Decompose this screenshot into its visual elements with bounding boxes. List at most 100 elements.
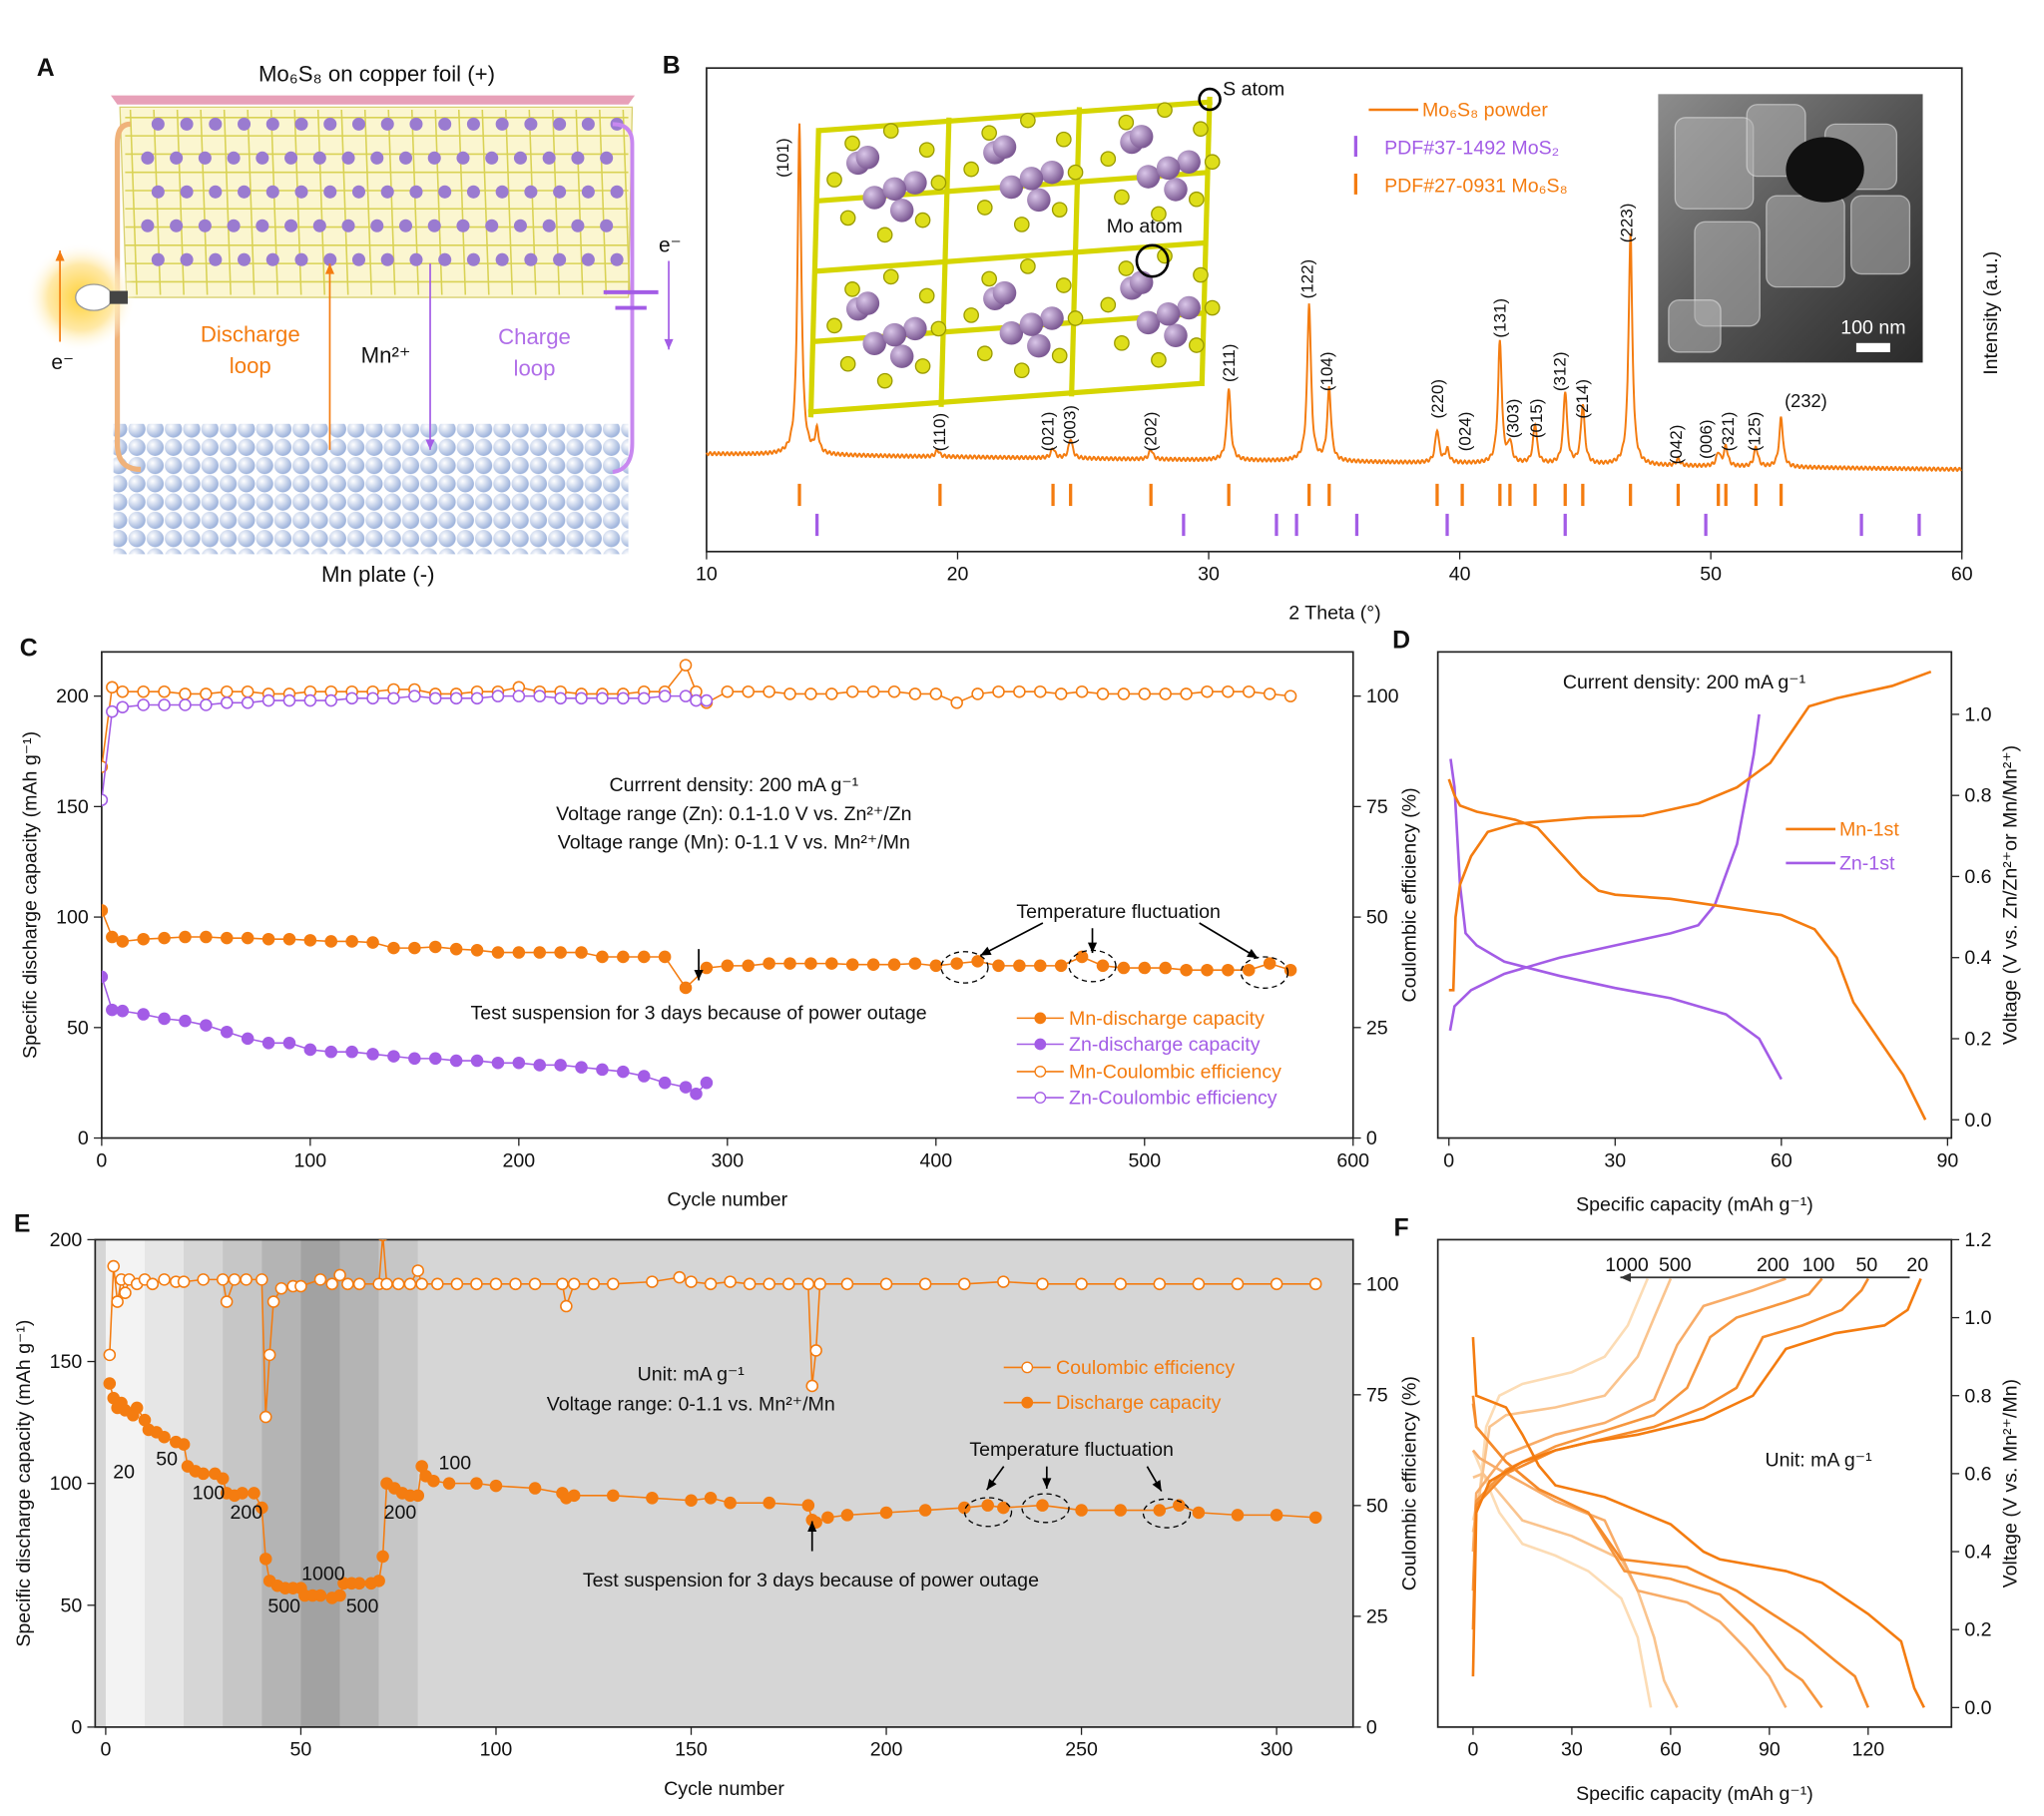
rate-label: 500 — [267, 1595, 300, 1617]
data-point — [840, 1509, 854, 1522]
sem-image-inset — [1658, 94, 1923, 363]
data-point — [220, 931, 234, 945]
mo-atom — [456, 151, 470, 165]
data-point — [241, 1032, 255, 1046]
mo-atom — [409, 252, 423, 266]
y-tick-label: 1.0 — [1964, 703, 1991, 725]
y-tick-label: 0.2 — [1964, 1619, 1991, 1641]
legend-marker — [1034, 1012, 1047, 1025]
data-point — [352, 1277, 366, 1291]
data-point — [179, 687, 192, 700]
charge-loop-label: Charge — [498, 324, 571, 349]
fluctuation-circle — [963, 1497, 1013, 1528]
mo-atom — [889, 199, 914, 223]
data-point — [700, 693, 714, 707]
data-point — [116, 684, 130, 698]
data-point — [929, 687, 943, 700]
y-tick-label: 0.4 — [1964, 947, 1991, 969]
mo-atom — [903, 316, 927, 341]
data-point — [256, 1273, 268, 1286]
data-point — [533, 1059, 547, 1072]
mn-plate — [113, 423, 629, 555]
data-point — [908, 957, 922, 970]
data-point — [449, 691, 463, 705]
discharge-curve — [1471, 1449, 1653, 1708]
mo-atom — [238, 117, 252, 131]
s-atom — [876, 372, 893, 389]
fluctuation-circle — [1021, 1493, 1070, 1524]
mo-atom — [600, 219, 614, 232]
data-point — [1096, 959, 1110, 973]
data-point — [380, 1277, 393, 1291]
data-point — [1013, 684, 1026, 698]
light-bulb-icon — [75, 283, 113, 311]
s-atom — [918, 142, 935, 158]
legend-marker — [1021, 1396, 1034, 1409]
data-point — [992, 959, 1005, 973]
data-point — [333, 1268, 346, 1282]
panel-d-voltage-profile-chart: 0 30 60 90 0.0 0.2 0.4 0.6 0.8 1.0 Specific capaci… — [1392, 627, 2021, 1215]
plot-frame — [706, 67, 1963, 553]
data-point — [617, 691, 630, 705]
data-point — [1270, 1277, 1283, 1291]
data-point — [554, 946, 567, 959]
bond — [807, 380, 1203, 415]
legend-marker — [1034, 1066, 1047, 1078]
s-atom — [1151, 351, 1167, 368]
bond — [812, 239, 1208, 274]
y-tick-label: 100 — [56, 907, 89, 929]
peak-label: (232) — [1785, 390, 1827, 411]
data-point — [825, 957, 838, 970]
s-atom — [1013, 362, 1030, 379]
data-point — [1054, 687, 1068, 700]
mo-atom — [1177, 150, 1201, 174]
data-point — [333, 1589, 346, 1602]
data-point — [685, 1275, 698, 1288]
scale-bar — [1855, 342, 1890, 352]
s-atom — [1114, 189, 1130, 206]
mo-atom — [380, 252, 394, 266]
mo-atom — [1156, 301, 1181, 326]
peak-label: (006) — [1697, 419, 1716, 459]
data-point — [704, 1492, 718, 1505]
data-point — [992, 684, 1005, 698]
data-point — [387, 1050, 400, 1063]
s-atom — [976, 345, 993, 362]
annotation-current-density: Currrent density: 200 mA g⁻¹ — [609, 774, 858, 796]
data-point — [241, 931, 255, 945]
x-axis-label: Cycle number — [664, 1778, 784, 1800]
s-atom — [976, 200, 993, 216]
data-point — [596, 950, 609, 964]
data-point — [258, 1410, 272, 1424]
data-point — [1283, 689, 1297, 702]
temperature-arrow-head — [980, 946, 992, 956]
mo-atom — [903, 171, 927, 195]
x-tick-label: 300 — [711, 1149, 744, 1171]
data-point — [1138, 687, 1152, 700]
data-point — [303, 934, 317, 947]
data-point — [1075, 1504, 1088, 1517]
mo-atom — [341, 219, 355, 232]
data-point — [617, 1065, 630, 1079]
mo-atom — [209, 117, 223, 131]
mo-atom-label: Mo atom — [1107, 216, 1183, 237]
data-point — [313, 1273, 327, 1286]
data-point — [512, 1056, 526, 1070]
charge-curve — [1471, 1277, 1673, 1533]
annotation-unit: Unit: mA g⁻¹ — [638, 1363, 746, 1385]
fluctuation-circle — [1240, 956, 1289, 989]
y-tick-label: 0.6 — [1964, 1463, 1991, 1485]
charge-curve — [1448, 670, 1932, 992]
data-point — [587, 1277, 601, 1291]
data-point — [200, 698, 213, 711]
discharge-curve — [1471, 1337, 1926, 1708]
s-atom — [1067, 164, 1084, 181]
data-point — [1308, 1511, 1322, 1525]
data-point — [742, 959, 755, 973]
y2-tick-label: 100 — [1366, 685, 1399, 707]
panel-letter-d: D — [1392, 627, 1410, 654]
mo-atom — [1019, 167, 1044, 191]
data-point — [637, 691, 651, 705]
mo-atom — [1129, 125, 1154, 149]
data-point — [1201, 963, 1214, 977]
